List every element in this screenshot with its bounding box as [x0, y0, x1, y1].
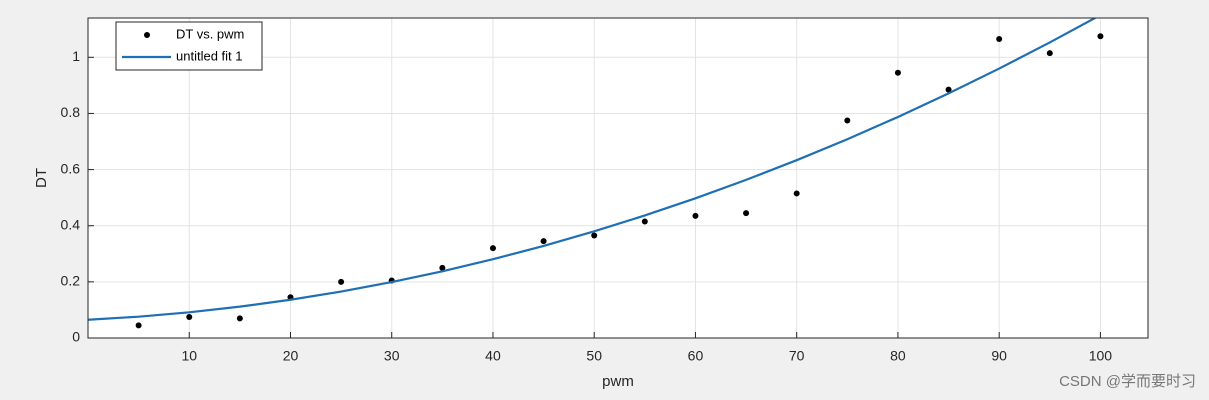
x-tick-label: 20 — [283, 348, 299, 364]
x-tick-label: 30 — [384, 348, 400, 364]
fit-line — [88, 18, 1098, 321]
y-axis-label: DT — [33, 168, 50, 188]
data-point — [1046, 50, 1053, 57]
legend-label: DT vs. pwm — [176, 26, 244, 41]
plot-area — [88, 18, 1148, 338]
watermark: CSDN @学而要时习 — [1059, 373, 1196, 390]
data-point — [844, 117, 851, 124]
x-tick-label: 60 — [688, 348, 704, 364]
data-point — [591, 232, 598, 239]
y-tick-label: 0.4 — [61, 216, 81, 232]
x-tick-label: 40 — [485, 348, 501, 364]
data-point — [743, 210, 750, 217]
data-point — [793, 190, 800, 197]
legend-box — [115, 21, 263, 71]
legend-label: untitled fit 1 — [176, 48, 243, 63]
x-tick-label: 70 — [789, 348, 805, 364]
x-tick-label: 90 — [991, 348, 1007, 364]
y-tick-label: 1 — [72, 48, 80, 64]
data-point — [945, 86, 952, 93]
data-point — [439, 264, 446, 271]
axes-box — [87, 17, 1149, 339]
data-point — [996, 36, 1003, 43]
data-point — [641, 218, 648, 225]
x-axis-label: pwm — [602, 373, 634, 390]
x-tick-label: 50 — [586, 348, 602, 364]
data-point — [186, 313, 193, 320]
data-point — [489, 245, 496, 252]
x-tick-label: 100 — [1089, 348, 1113, 364]
legend-marker — [144, 32, 150, 38]
y-tick-label: 0.6 — [61, 160, 81, 176]
data-point — [540, 238, 547, 245]
y-tick-label: 0.2 — [61, 273, 81, 289]
y-tick-label: 0 — [72, 329, 80, 345]
data-point — [692, 212, 699, 219]
data-point — [894, 69, 901, 76]
data-point — [1097, 33, 1104, 40]
y-tick-label: 0.8 — [61, 104, 81, 120]
x-tick-label: 80 — [890, 348, 906, 364]
x-tick-label: 10 — [181, 348, 197, 364]
data-point — [338, 278, 345, 285]
data-point — [236, 315, 243, 322]
data-point — [135, 322, 142, 329]
